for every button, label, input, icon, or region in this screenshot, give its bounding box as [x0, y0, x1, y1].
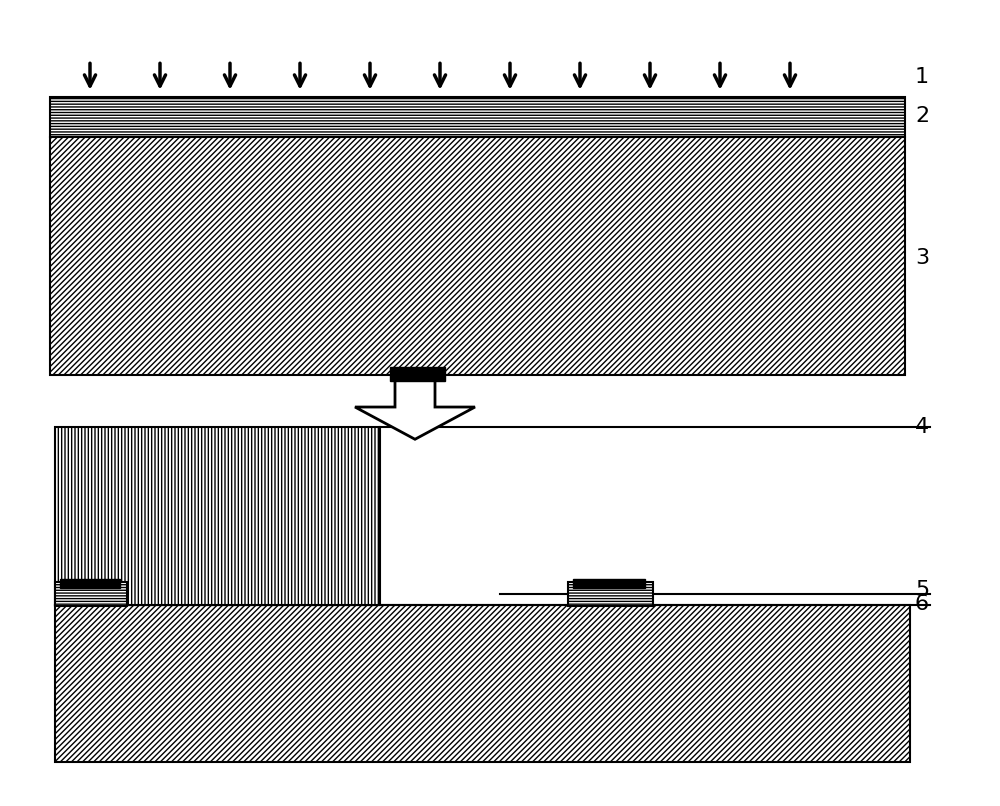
Text: 6: 6 — [915, 595, 929, 614]
Text: 4: 4 — [915, 418, 929, 437]
Text: 5: 5 — [915, 580, 929, 600]
Text: 3: 3 — [915, 248, 929, 268]
Bar — [390, 367, 445, 381]
Bar — [55, 582, 127, 606]
Bar — [55, 427, 380, 604]
Text: 2: 2 — [915, 106, 929, 126]
Bar — [60, 579, 120, 588]
Bar — [50, 137, 905, 375]
Polygon shape — [355, 375, 475, 439]
Bar — [50, 97, 905, 137]
Bar — [55, 604, 910, 762]
Text: 1: 1 — [915, 67, 929, 86]
Bar — [573, 579, 645, 588]
Bar — [568, 582, 653, 606]
